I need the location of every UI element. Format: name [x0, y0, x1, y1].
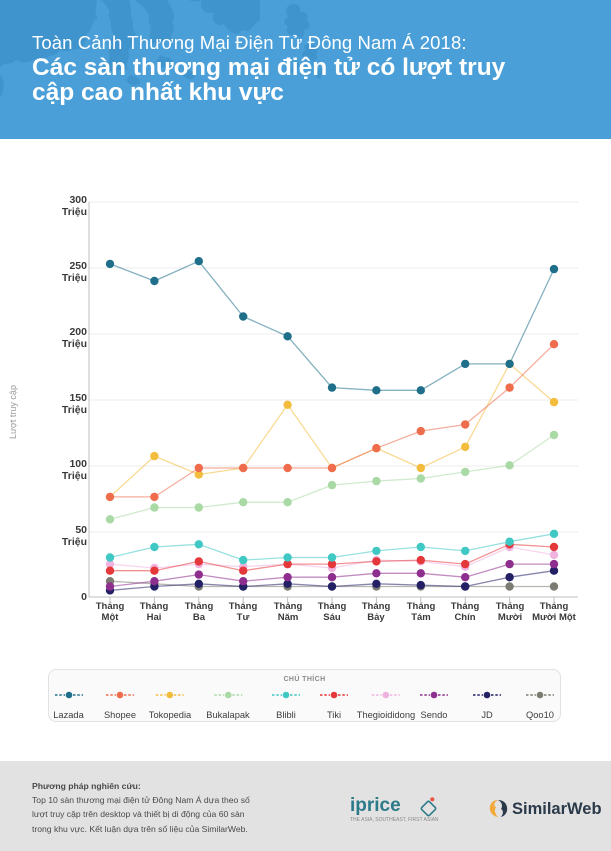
svg-text:THE ASIA, SOUTHEAST, FIRST ASI: THE ASIA, SOUTHEAST, FIRST ASIAN: [350, 817, 439, 823]
svg-text:SimilarWeb: SimilarWeb: [512, 800, 602, 818]
svg-text:iprice: iprice: [350, 795, 401, 816]
